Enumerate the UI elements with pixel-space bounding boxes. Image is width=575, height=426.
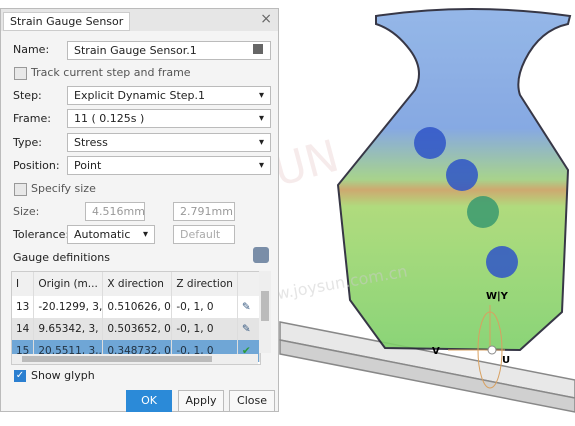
clear-icon[interactable] [253, 44, 263, 54]
edit-icon[interactable]: ✎ [237, 296, 260, 318]
table: I Origin (m... X direction Z direction 13 -2… [12, 272, 260, 362]
origin [487, 345, 497, 355]
size-input[interactable]: 2.791mm [173, 202, 235, 221]
label: Position: [13, 159, 60, 172]
cell: 0.510626, 0,... [102, 296, 173, 318]
frame-dropdown[interactable]: 11 ( 0.125s ) [67, 109, 271, 128]
step-dropdown[interactable]: Explicit Dynamic Step.1 [67, 86, 271, 105]
name-input[interactable]: Strain Gauge Sensor.1 [67, 41, 271, 60]
label: Type: [13, 136, 42, 149]
gauge-table: I Origin (m... X direction Z direction 13 -2… [11, 271, 261, 365]
header-cell: Z direction [171, 272, 238, 296]
ok-button[interactable]: OK [126, 390, 172, 412]
size-input[interactable]: 4.516mm [85, 202, 145, 221]
cell: -20.1299, 3,... [33, 296, 104, 318]
cell: 14 [12, 318, 35, 340]
checkbox-label: Specify size [31, 182, 96, 195]
tolerance-input[interactable]: Default [173, 225, 235, 244]
checkbox-checked[interactable]: ✓ [14, 370, 26, 382]
edit-icon[interactable]: ✎ [237, 318, 260, 340]
table-row[interactable]: 149.65342, 3, -...0.503652, 0,...-0, 1, … [12, 318, 260, 340]
header-cell: I [12, 272, 35, 296]
checkbox-label: Track current step and frame [31, 66, 191, 79]
header-cell: X direction [102, 272, 173, 296]
v-scrollbar[interactable] [259, 271, 271, 353]
label: Tolerance: [13, 228, 70, 241]
checkbox-label: Show glyph [31, 369, 95, 382]
cell: 0.503652, 0,... [102, 318, 173, 340]
dialog: Strain Gauge Sensor × Name: Strain Gauge… [0, 8, 279, 412]
checkbox[interactable] [14, 67, 27, 80]
axis-label: V [432, 346, 440, 357]
cell: -0, 1, 0 [171, 318, 238, 340]
table-header: I Origin (m... X direction Z direction [12, 272, 260, 296]
close-icon[interactable]: × [260, 11, 272, 27]
checkbox[interactable] [14, 183, 27, 196]
header-cell: Origin (m... [33, 272, 104, 296]
label: Name: [13, 43, 50, 56]
cell: -0, 1, 0 [171, 296, 238, 318]
position-dropdown[interactable]: Point [67, 156, 271, 175]
cell: 9.65342, 3, -... [33, 318, 104, 340]
axis-label: W|Y [486, 291, 509, 302]
gauges [414, 127, 518, 278]
label: Frame: [13, 112, 51, 125]
apply-button[interactable]: Apply [178, 390, 224, 412]
scroll-thumb[interactable] [22, 356, 212, 362]
header-cell [237, 272, 260, 296]
close-button[interactable]: Close [229, 390, 275, 412]
scrollbar[interactable] [12, 354, 258, 364]
type-dropdown[interactable]: Stress [67, 133, 271, 152]
gauge-icon[interactable] [253, 247, 269, 263]
beam [279, 321, 575, 413]
section-label: Gauge definitions [13, 251, 110, 264]
tolerance-dropdown[interactable]: Automatic [67, 225, 155, 244]
dialog-title: Strain Gauge Sensor [3, 12, 131, 31]
label: Size: [13, 205, 40, 218]
scroll-thumb[interactable] [261, 291, 269, 321]
table-row[interactable]: 13-20.1299, 3,...0.510626, 0,...-0, 1, 0… [12, 296, 260, 318]
cell: 13 [12, 296, 35, 318]
axis-label: U [502, 355, 510, 366]
label: Step: [13, 89, 42, 102]
